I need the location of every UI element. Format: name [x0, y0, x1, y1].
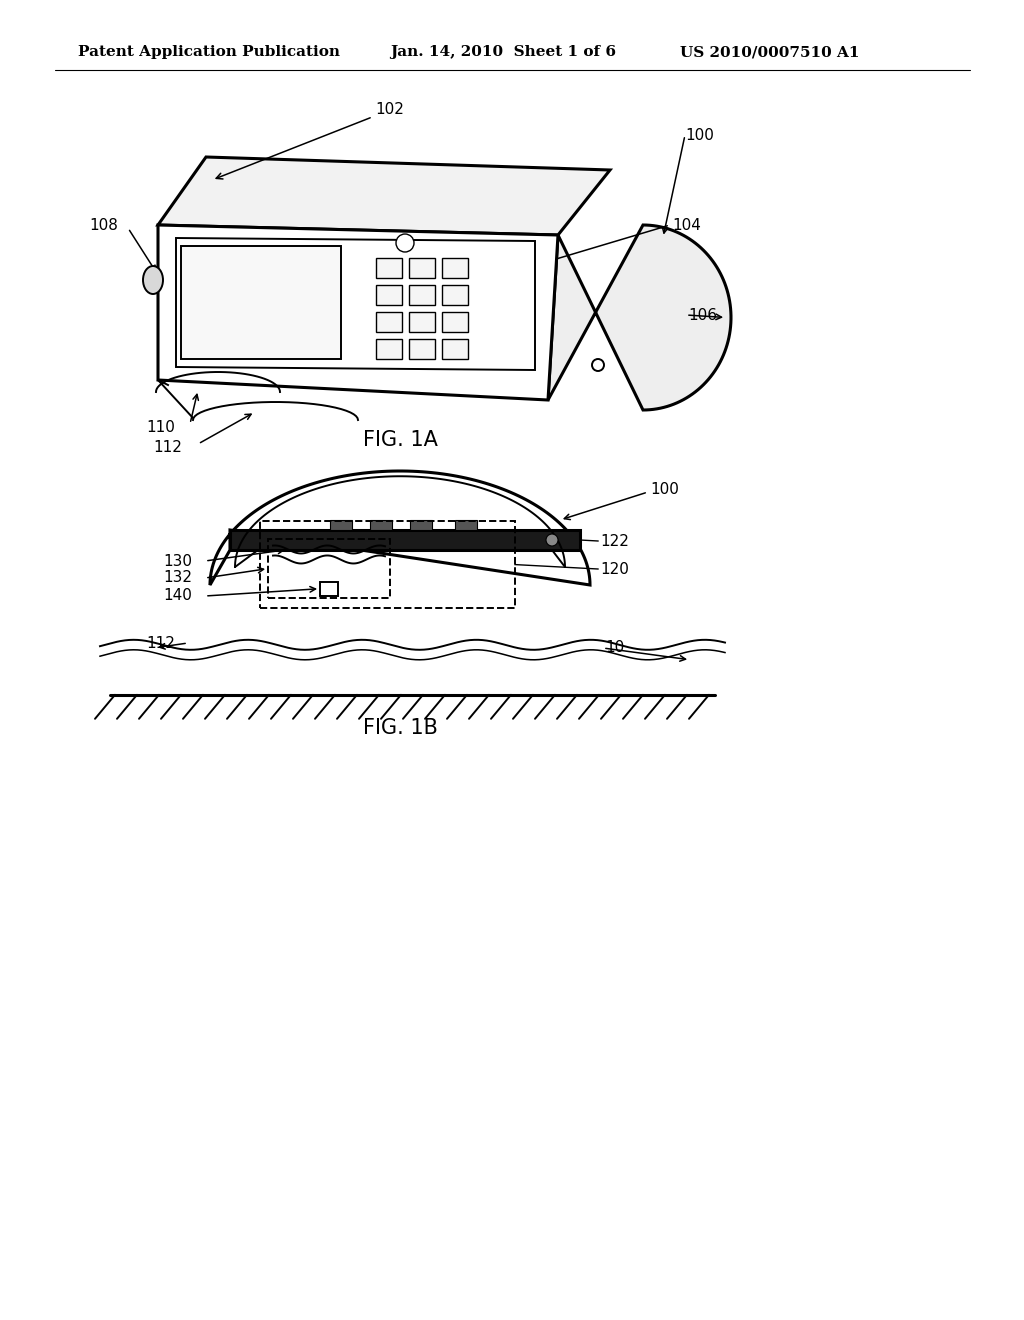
- Polygon shape: [410, 520, 432, 531]
- Text: 122: 122: [600, 533, 629, 549]
- Text: 112: 112: [146, 635, 175, 651]
- Circle shape: [396, 234, 414, 252]
- Polygon shape: [409, 285, 435, 305]
- Text: 132: 132: [163, 570, 193, 586]
- Text: 106: 106: [688, 308, 717, 322]
- Polygon shape: [181, 246, 341, 359]
- Text: 110: 110: [146, 420, 175, 434]
- Polygon shape: [330, 520, 352, 531]
- Text: 104: 104: [672, 218, 700, 232]
- Text: 140: 140: [163, 589, 193, 603]
- Polygon shape: [455, 520, 477, 531]
- Text: 112: 112: [154, 440, 182, 454]
- Polygon shape: [376, 312, 402, 333]
- Text: 102: 102: [216, 103, 404, 180]
- Text: 100: 100: [650, 483, 679, 498]
- Text: US 2010/0007510 A1: US 2010/0007510 A1: [680, 45, 859, 59]
- Text: Jan. 14, 2010  Sheet 1 of 6: Jan. 14, 2010 Sheet 1 of 6: [390, 45, 616, 59]
- Polygon shape: [442, 339, 468, 359]
- Polygon shape: [409, 339, 435, 359]
- Polygon shape: [409, 312, 435, 333]
- Polygon shape: [548, 224, 731, 411]
- Polygon shape: [376, 257, 402, 279]
- Polygon shape: [210, 471, 590, 585]
- Polygon shape: [442, 285, 468, 305]
- Polygon shape: [370, 520, 392, 531]
- Circle shape: [546, 535, 558, 546]
- Ellipse shape: [143, 267, 163, 294]
- Polygon shape: [442, 257, 468, 279]
- Circle shape: [592, 359, 604, 371]
- Polygon shape: [409, 257, 435, 279]
- Polygon shape: [230, 531, 580, 550]
- Polygon shape: [376, 339, 402, 359]
- Polygon shape: [376, 285, 402, 305]
- Text: 130: 130: [163, 553, 193, 569]
- Text: 108: 108: [89, 218, 118, 232]
- Polygon shape: [158, 157, 610, 235]
- Text: FIG. 1B: FIG. 1B: [362, 718, 437, 738]
- Text: 100: 100: [685, 128, 714, 143]
- Polygon shape: [158, 224, 558, 400]
- Polygon shape: [442, 312, 468, 333]
- Text: Patent Application Publication: Patent Application Publication: [78, 45, 340, 59]
- Text: 10: 10: [605, 640, 625, 656]
- Text: 120: 120: [600, 561, 629, 577]
- Text: FIG. 1A: FIG. 1A: [362, 430, 437, 450]
- Bar: [319, 582, 338, 595]
